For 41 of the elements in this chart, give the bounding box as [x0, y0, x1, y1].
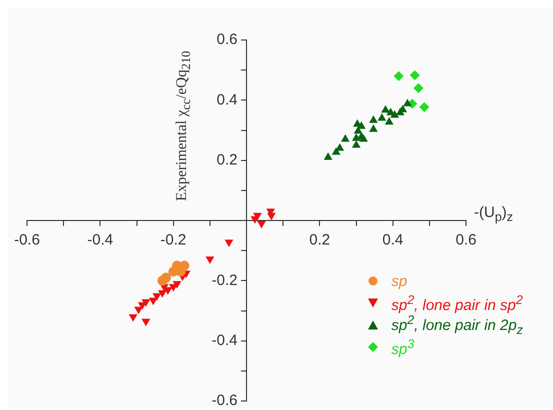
- y-tick-label: 0.4: [216, 91, 238, 108]
- point: [340, 134, 350, 142]
- point: [128, 314, 138, 322]
- legend-label: sp: [391, 272, 408, 290]
- point: [352, 140, 361, 148]
- point: [257, 221, 266, 229]
- legend-label: sp$^{2}$, lone pair in sp$^{2}$: [391, 292, 523, 314]
- x-tick-label: -0.2: [160, 232, 186, 249]
- y-tick-label: -0.6: [212, 392, 238, 410]
- point: [152, 293, 162, 301]
- point: [168, 266, 178, 277]
- x-tick-label: 0.6: [456, 232, 476, 249]
- x-tick-label: -0.4: [87, 232, 114, 249]
- point: [352, 133, 361, 141]
- y-tick-label: 0.2: [216, 151, 238, 168]
- y-tick-label: -0.4: [212, 332, 238, 349]
- x-tick-label: 0.4: [382, 232, 404, 249]
- x-tick-label: -0.6: [14, 232, 40, 249]
- point: [267, 212, 276, 220]
- point: [369, 124, 378, 132]
- y-tick-label: -0.2: [212, 272, 238, 289]
- point: [369, 115, 378, 123]
- point: [403, 98, 412, 106]
- legend-label: sp$^{2}$, lone pair in 2p$_{z}$: [391, 313, 523, 337]
- point: [134, 306, 143, 314]
- point: [419, 102, 430, 112]
- point: [359, 134, 368, 142]
- point: [324, 152, 332, 160]
- point: [157, 276, 168, 286]
- point: [158, 290, 167, 298]
- point: [224, 240, 234, 248]
- point: [384, 117, 394, 125]
- point: [357, 121, 366, 129]
- legend-label: sp$^{3}$: [391, 336, 414, 358]
- point: [381, 105, 390, 113]
- point: [206, 256, 214, 264]
- point: [142, 318, 150, 326]
- y-tick-label: 0.6: [216, 31, 238, 48]
- x-tick-label: 0.2: [309, 232, 330, 249]
- x-axis-title: -(U$_{p}$)$_{z}$: [474, 204, 514, 224]
- point: [378, 113, 386, 121]
